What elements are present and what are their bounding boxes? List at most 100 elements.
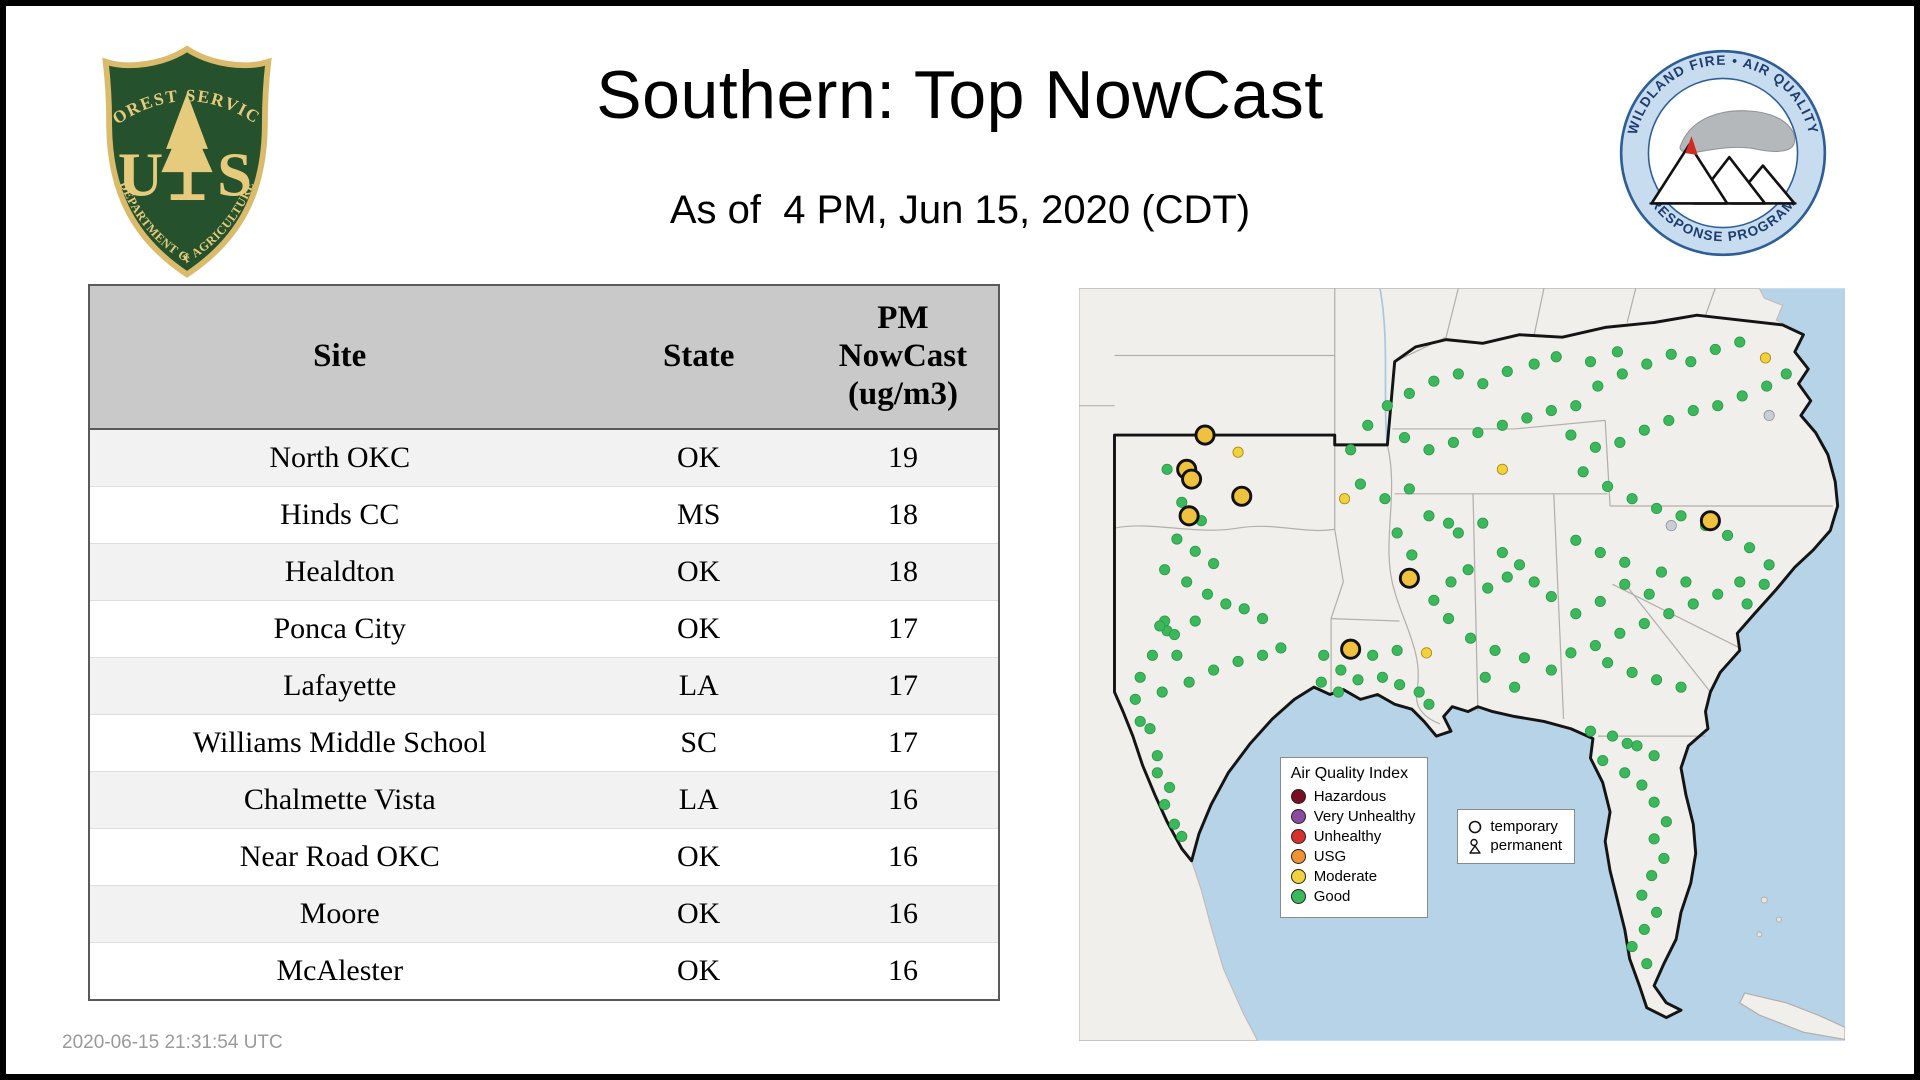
monitor-dot [1332,686,1344,698]
state-cell: OK [677,839,721,873]
monitor-dot [1163,781,1176,794]
monitor-dot [1352,674,1364,686]
fs-monogram-s: S [217,139,252,209]
state-cell: LA [678,782,719,816]
monitor-dot [1367,649,1379,661]
monitor-dot [1758,578,1770,590]
monitor-dot [1447,436,1460,448]
monitor-dot [1232,446,1244,458]
monitor-dot [1489,644,1501,656]
monitor-dot [1256,649,1269,661]
monitor-dot [1675,510,1687,522]
nowcast-cell: 16 [887,839,918,873]
nowcast-cell: 17 [887,725,918,759]
monitor-dot [1151,750,1163,762]
monitor-dot [1220,598,1232,610]
monitor-dot [1189,615,1201,627]
aqi-legend-item: Good [1290,888,1416,906]
table-row: Lafayette LA 17 [89,657,999,715]
monitor-dot [1665,348,1677,360]
monitor-dot [1606,730,1619,742]
monitor-dot [1641,958,1653,970]
monitor-dot [1501,571,1513,583]
monitor-dot [1208,557,1220,570]
generation-timestamp: 2020-06-15 21:31:54 UTC [62,1032,283,1053]
page-subtitle: As of 4 PM, Jun 15, 2020 (CDT) [669,188,1251,232]
monitor-dot [1761,380,1773,392]
monitor-dot [1376,671,1389,683]
monitor-dot [1231,485,1253,507]
aqi-label: Good [1313,888,1351,906]
monitor-dot [1496,419,1508,431]
monitor-dot [1680,576,1692,588]
monitor-dot [1550,351,1562,363]
marker-label: temporary [1490,818,1558,836]
monitor-dot [1611,346,1623,358]
aqi-legend-item: Hazardous [1290,788,1416,805]
aqi-legend-title: Air Quality Index [1290,765,1409,783]
monitor-dot [1570,400,1582,412]
monitor-dot [1663,414,1675,426]
monitor-dot [1194,424,1216,446]
monitor-dot [1589,639,1601,652]
air-quality-program-logo: WILDLAND FIRE • AIR QUALITY RESPONSE PRO… [1619,49,1827,257]
table-row: Moore OK 16 [89,885,999,943]
aqi-label: Very Unhealthy [1313,808,1416,826]
mountains-icon [1650,143,1796,205]
monitor-dot [1619,578,1631,590]
monitor-dot [1648,833,1660,845]
monitor-dot [1619,767,1631,779]
monitor-dot [1665,520,1677,532]
monitor-dot [1650,906,1663,918]
monitor-dot [1521,412,1533,424]
table-row: Near Road OKC OK 16 [89,828,999,886]
monitor-dot [1648,750,1660,762]
monitor-dot [1638,424,1650,436]
monitor-dot [1614,436,1626,448]
site-cell: Hinds CC [280,497,400,531]
monitor-dot [1577,466,1589,478]
monitor-dot [1513,559,1526,571]
monitor-dot [1362,419,1374,431]
monitor-dot [1315,676,1327,688]
monitor-dot [1736,390,1748,402]
monitor-dot [1496,463,1508,475]
site-cell: Chalmette Vista [243,782,436,816]
monitor-dot [1134,671,1146,683]
monitor-dot [1496,546,1508,559]
monitor-dot [1201,588,1214,600]
table-row: Healdton OK 18 [89,543,999,601]
monitor-dot [1477,517,1489,529]
monitor-dot [1584,356,1597,368]
monitor-dot [1570,608,1582,620]
monitor-dot [1472,427,1484,439]
monitor-dot [1699,510,1721,532]
monitor-dot [1675,681,1687,693]
monitor-dot [1391,644,1403,656]
site-cell: Healdton [284,554,395,588]
state-cell: LA [678,668,719,702]
logo-inner-circle [1647,77,1799,229]
site-cell: Williams Middle School [192,725,487,759]
flame-icon [1685,136,1698,156]
monitor-dot [1398,431,1411,444]
monitor-dot [1420,647,1433,659]
aqi-label: USG [1313,848,1347,866]
monitor-dot [1759,352,1772,364]
state-cell: SC [680,725,718,759]
pine-tree-icon [161,93,213,201]
monitor-dot [1626,493,1638,505]
monitor-dot [1589,441,1601,453]
monitor-dot [1452,368,1464,380]
monitor-dot [1594,595,1606,608]
state-cell: OK [677,953,721,987]
site-cell: Ponca City [273,611,407,645]
monitor-dot [1464,632,1477,644]
monitor-dot [1335,664,1347,676]
monitor-dot [1687,405,1699,417]
monitor-dot [1570,534,1582,546]
monitor-dot [1650,674,1663,686]
islands-bahamas [1756,896,1782,938]
site-cell: North OKC [269,440,411,474]
monitor-dot [1156,686,1168,698]
